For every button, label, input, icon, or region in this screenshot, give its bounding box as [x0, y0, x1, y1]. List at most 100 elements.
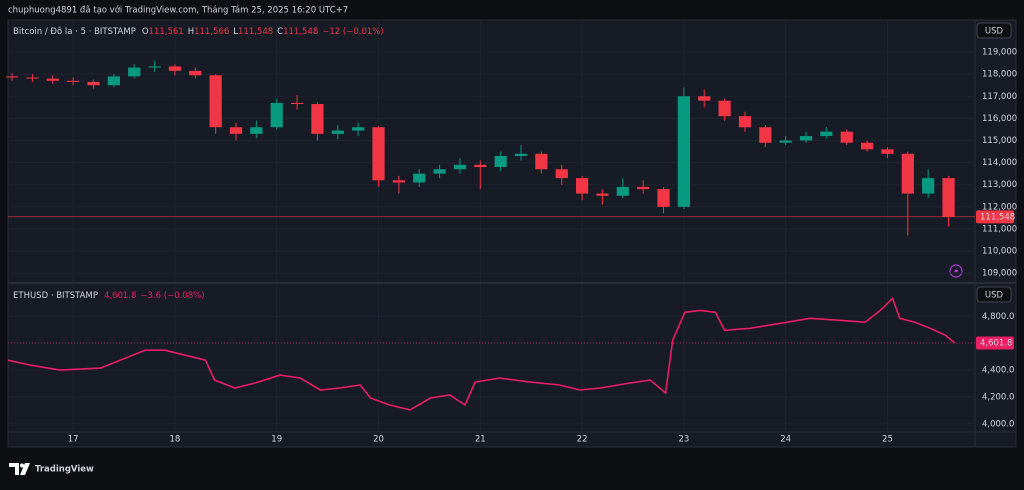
legend-field-value: 111,548 [283, 27, 318, 37]
candle-body [270, 102, 283, 128]
x-tick-label: 21 [475, 435, 486, 445]
candle-body [352, 127, 365, 131]
candle-body [942, 178, 955, 217]
x-tick-label: 25 [882, 435, 893, 445]
y-tick-label: 117,000 [982, 92, 1017, 102]
candle-body [148, 66, 161, 68]
candle-body [922, 178, 935, 194]
y-tick-label: 111,000 [982, 224, 1017, 234]
candle-body [67, 80, 80, 82]
candle-body [596, 193, 609, 196]
currency-button[interactable] [976, 22, 1012, 39]
currency-label: USD [985, 291, 1004, 301]
x-tick-label: 22 [577, 435, 588, 445]
x-tick-label: 23 [678, 435, 689, 445]
y-tick-label: 4,800.0 [982, 312, 1014, 322]
candle-body [637, 186, 650, 190]
y-tick-label: 4,400.0 [982, 366, 1014, 376]
last-price-label: 111,548 [980, 212, 1015, 222]
candle-body [311, 104, 324, 134]
legend-symbol: ETHUSD · BITSTAMP [13, 291, 98, 301]
chart-frame [7, 19, 1017, 448]
currency-label: USD [985, 27, 1004, 37]
legend-change: −12 (−0.01%) [322, 27, 383, 37]
y-tick-label: 116,000 [982, 114, 1017, 124]
candle-body [372, 127, 385, 181]
legend-field-value: 111,548 [238, 27, 273, 37]
candle-body [474, 164, 487, 168]
y-tick-label: 109,000 [982, 269, 1017, 279]
candle-body [46, 78, 59, 81]
candle-body [433, 169, 446, 174]
currency-button[interactable] [976, 286, 1012, 303]
candle-body [494, 155, 507, 168]
candle-body [331, 130, 344, 134]
last-price-tag [976, 210, 1014, 224]
candle-body [698, 96, 711, 101]
candle-body [901, 153, 914, 194]
y-tick-label: 4,200.0 [982, 393, 1014, 403]
candle-body [453, 164, 467, 170]
candle-body [555, 169, 568, 179]
legend-change: −3.6 (−0.08%) [140, 291, 204, 301]
candle-body [26, 77, 39, 79]
candle-body [677, 96, 690, 207]
candle-body [413, 173, 426, 183]
candle-body [738, 116, 752, 128]
candle-body [229, 127, 243, 134]
y-tick-label: 110,000 [982, 247, 1017, 257]
legend-field-label: H [188, 27, 194, 37]
legend: ETHUSD · BITSTAMP 4,601.8 −3.6 (−0.08%) [13, 291, 205, 301]
price-line [7, 296, 956, 411]
legend: Bitcoin / Đô la · 5 · BITSTAMP O111,561 H1… [13, 26, 384, 37]
candle-body [168, 66, 182, 71]
y-tick-label: 112,000 [982, 202, 1017, 212]
candle-body [779, 140, 792, 143]
candle-body [250, 127, 263, 134]
legend-symbol: Bitcoin / Đô la · 5 · BITSTAMP [13, 26, 136, 37]
y-tick-label: 4,000.0 [982, 419, 1014, 429]
header: chuphuong4891 đã tạo với TradingView.com… [8, 5, 348, 16]
candle-body [657, 189, 670, 207]
candle-body [290, 102, 304, 105]
candle-body [535, 153, 548, 170]
last-price-tag [976, 336, 1014, 350]
candle-body [514, 153, 528, 156]
candle-body [881, 149, 894, 154]
y-tick-label: 119,000 [982, 48, 1017, 58]
candle-body [860, 142, 874, 150]
tradingview-logo [9, 463, 30, 475]
x-tick-label: 17 [68, 435, 79, 445]
candle-body [5, 76, 19, 78]
legend-field-label: L [233, 27, 238, 37]
candle-body [799, 136, 813, 141]
candle-body [616, 186, 629, 196]
alert-icon[interactable] [949, 264, 963, 278]
candle-body [189, 70, 202, 76]
legend-field-value: 111,561 [149, 27, 184, 37]
y-tick-label: 118,000 [982, 70, 1017, 80]
brand: TradingView [35, 465, 94, 475]
x-tick-label: 24 [780, 435, 791, 445]
candle-body [820, 131, 833, 137]
candle-body [718, 100, 731, 117]
candle-body [128, 67, 141, 77]
candle-body [840, 131, 853, 143]
candle-body [107, 76, 120, 86]
y-tick-label: 113,000 [982, 180, 1017, 190]
candle-body [392, 180, 405, 183]
x-tick-label: 20 [373, 435, 384, 445]
y-tick-label: 114,000 [982, 158, 1017, 168]
last-price-label: 4,601.8 [980, 338, 1012, 348]
candle-body [759, 127, 772, 143]
candle-body [209, 75, 222, 128]
candle-body [87, 81, 100, 86]
legend-field-value: 111,566 [194, 27, 229, 37]
legend-field-label: O [142, 27, 149, 37]
y-tick-label: 115,000 [982, 136, 1017, 146]
legend-field-label: C [277, 27, 283, 37]
legend-value: 4,601.8 [104, 291, 136, 301]
candle-body [575, 178, 589, 194]
x-tick-label: 19 [271, 435, 282, 445]
